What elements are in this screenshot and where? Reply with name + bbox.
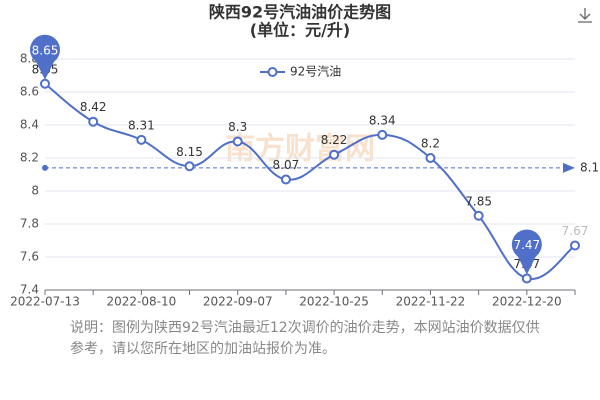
data-point xyxy=(184,161,195,172)
max-pin-label: 8.65 xyxy=(32,43,59,57)
data-point xyxy=(570,240,580,251)
y-tick-label: 8.6 xyxy=(20,85,39,99)
y-tick-label: 8.2 xyxy=(20,151,39,165)
data-point xyxy=(280,174,291,185)
min-pin-label: 7.47 xyxy=(513,238,540,252)
data-point xyxy=(232,136,243,147)
data-point xyxy=(377,129,388,140)
legend-label: 92号汽油 xyxy=(290,64,341,79)
y-tick-label: 7.6 xyxy=(20,250,39,264)
chart-title: 陕西92号汽油油价走势图 xyxy=(209,3,391,22)
data-label: 8.22 xyxy=(321,133,348,147)
chart-subtitle: (单位：元/升) xyxy=(250,21,350,40)
data-point xyxy=(88,116,99,127)
data-label: 7.67 xyxy=(562,224,589,238)
min-pin xyxy=(511,229,542,275)
x-tick-label: 2022-07-13 xyxy=(10,295,80,309)
x-tick-label: 2022-11-22 xyxy=(396,295,466,309)
data-label: 8.42 xyxy=(80,100,107,114)
y-tick-label: 8 xyxy=(31,184,39,198)
x-tick-label: 2022-09-07 xyxy=(203,295,273,309)
download-icon[interactable] xyxy=(578,8,592,23)
watermark: 南方财富网 xyxy=(225,132,375,167)
max-pin xyxy=(30,34,60,80)
y-tick-label: 7.4 xyxy=(20,283,39,297)
x-tick-label: 2022-12-20 xyxy=(492,295,562,309)
average-start xyxy=(42,164,48,171)
data-point xyxy=(136,134,147,145)
download-glyph[interactable] xyxy=(578,8,592,23)
data-point xyxy=(425,153,436,163)
average-label: 8.1 xyxy=(580,160,599,174)
data-point xyxy=(40,78,50,89)
data-label: 8.31 xyxy=(128,118,155,132)
legend-marker xyxy=(267,67,278,77)
data-point xyxy=(329,149,340,160)
y-tick-label: 8.4 xyxy=(20,118,39,132)
data-label: 8.2 xyxy=(421,137,440,151)
data-label: 8.34 xyxy=(369,113,396,127)
note: 说明：图例为陕西92号汽油最近12次调价的油价走势，本网站油价数据仅供参考，请以… xyxy=(70,320,540,357)
data-label: 8.3 xyxy=(228,120,247,134)
data-label: 7.85 xyxy=(465,194,492,208)
x-tick-label: 2022-08-10 xyxy=(106,295,176,309)
series-line xyxy=(44,82,576,281)
y-tick-label: 7.8 xyxy=(20,217,39,231)
data-label: 8.07 xyxy=(273,158,300,172)
data-point xyxy=(521,273,532,284)
x-tick-label: 2022-10-25 xyxy=(299,295,369,309)
data-label: 8.15 xyxy=(176,145,203,159)
data-point xyxy=(473,210,484,221)
average-arrow xyxy=(563,162,575,173)
